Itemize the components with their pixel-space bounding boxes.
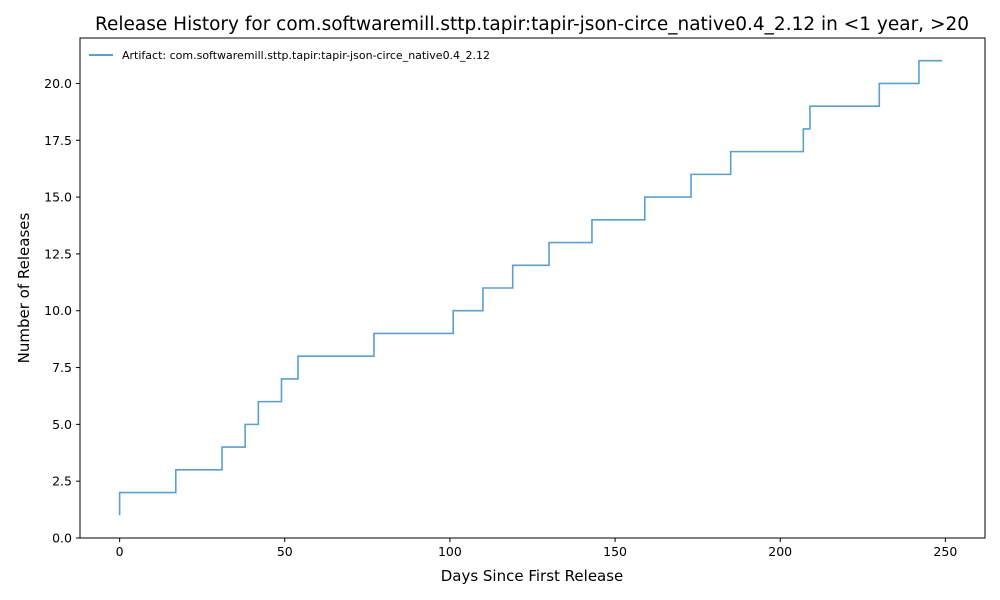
y-tick-label: 5.0	[52, 417, 72, 432]
y-tick-label: 7.5	[52, 360, 72, 375]
plot-area-frame	[79, 37, 986, 539]
legend-label: Artifact: com.softwaremill.sttp.tapir:ta…	[122, 49, 490, 62]
x-tick-label: 50	[277, 544, 293, 559]
x-tick-label: 200	[768, 544, 792, 559]
x-tick-label: 250	[933, 544, 957, 559]
axis-ticks: 0 50 100 150 200 250 0.0 2.5 5.0 7.5 10.0 12.5 15.0 1…	[44, 76, 957, 559]
chart-title: Release History for com.softwaremill.stt…	[95, 14, 969, 35]
y-axis-title: Number of Releases	[15, 212, 33, 363]
x-tick-label: 100	[438, 544, 462, 559]
legend: Artifact: com.softwaremill.sttp.tapir:ta…	[89, 49, 490, 62]
y-tick-label: 0.0	[52, 531, 72, 546]
y-tick-label: 17.5	[44, 133, 72, 148]
y-tick-label: 15.0	[44, 190, 72, 205]
y-tick-label: 10.0	[44, 303, 72, 318]
x-tick-label: 150	[603, 544, 627, 559]
series-layer	[118, 59, 943, 516]
series-step-line	[118, 59, 943, 516]
x-tick-label: 0	[116, 544, 124, 559]
y-tick-label: 12.5	[44, 246, 72, 261]
y-tick-label: 2.5	[52, 474, 72, 489]
x-axis-title: Days Since First Release	[441, 567, 624, 585]
y-tick-label: 20.0	[44, 76, 72, 91]
